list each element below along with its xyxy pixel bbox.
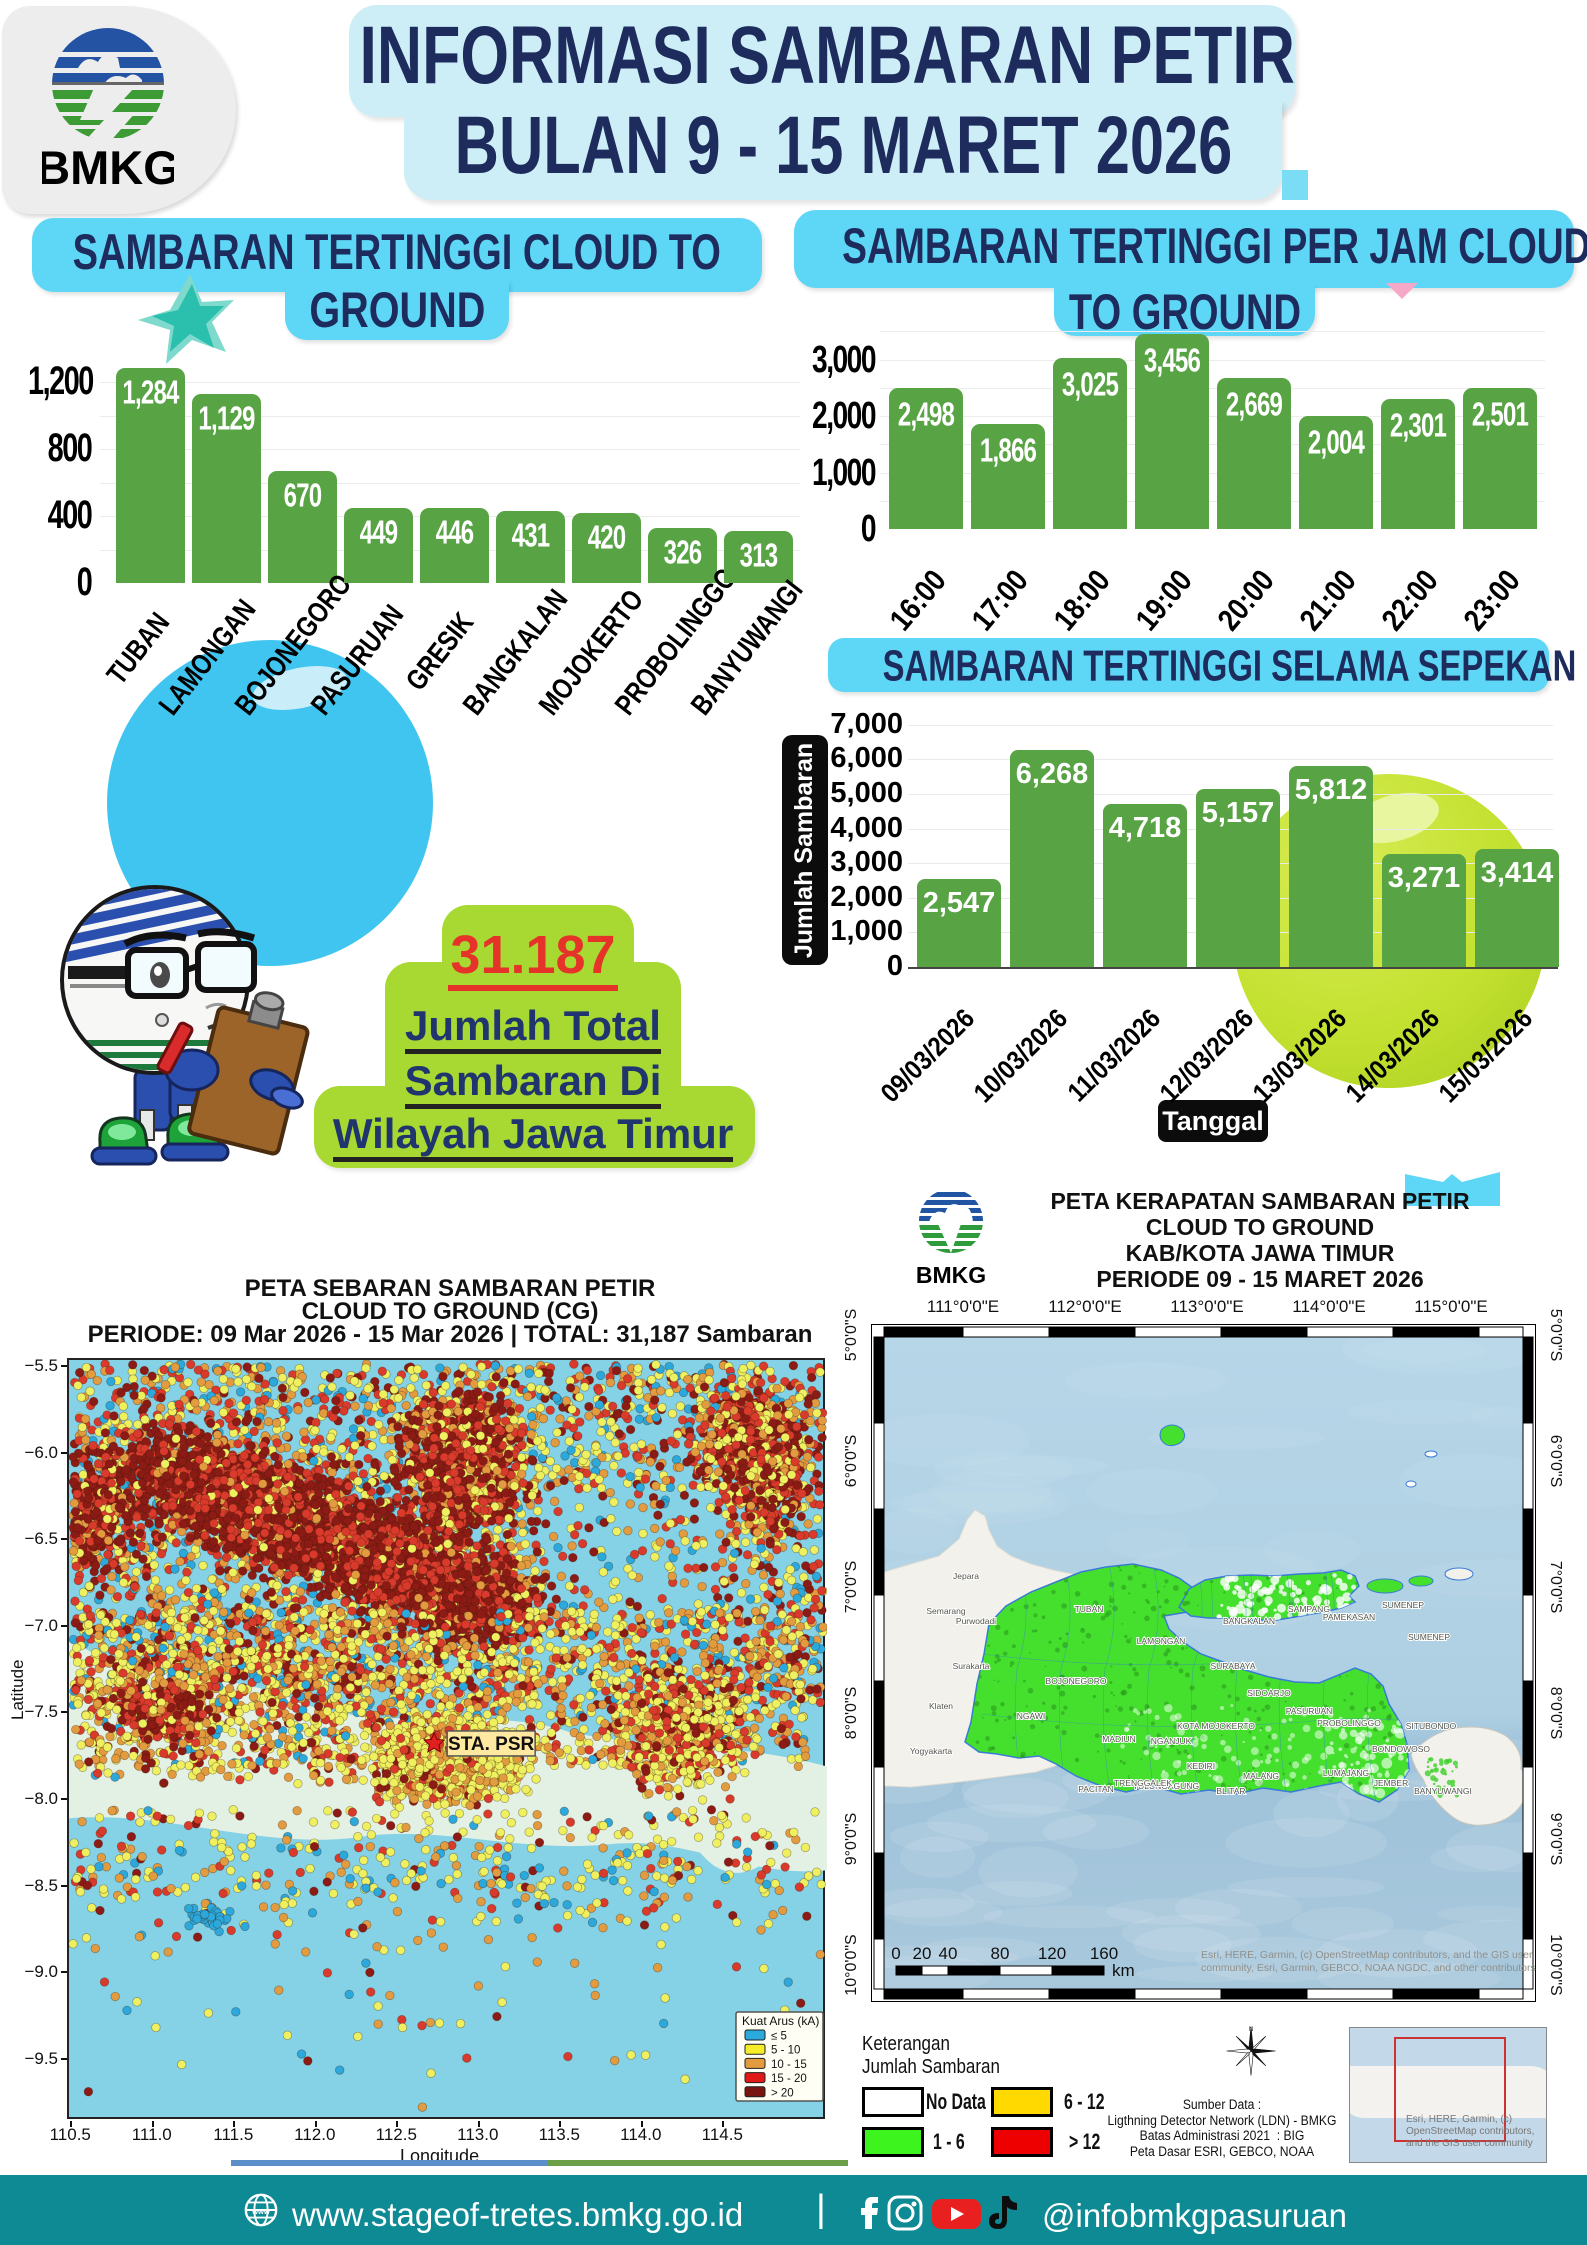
svg-text:BMKG: BMKG [42,141,174,194]
